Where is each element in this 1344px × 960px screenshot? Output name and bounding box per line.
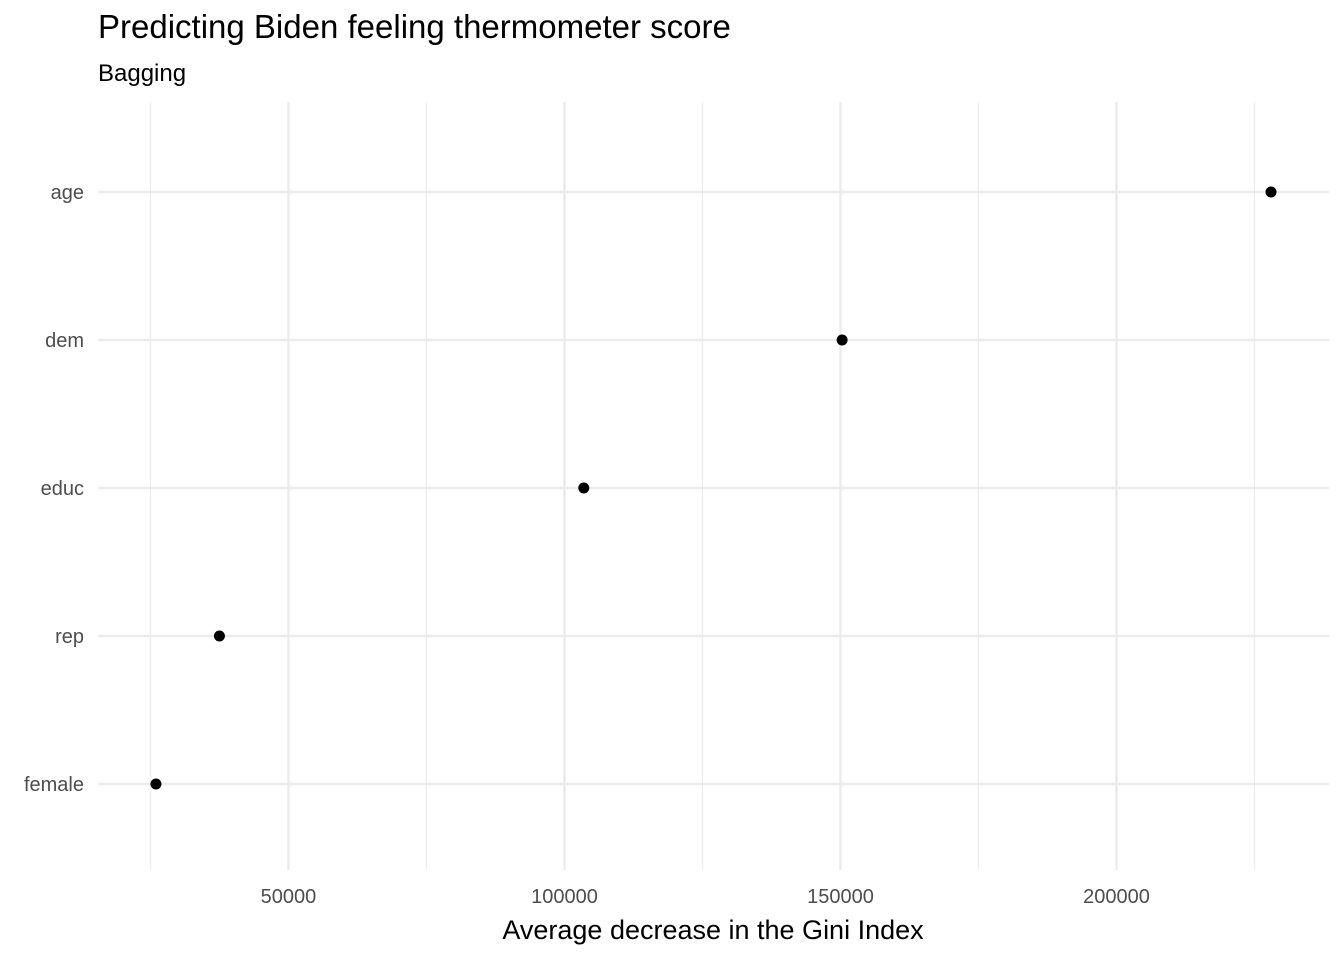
y-tick-label: educ (41, 478, 84, 500)
point-rep (213, 630, 225, 642)
y-tick-label: female (24, 774, 84, 796)
x-tick-label: 50000 (261, 886, 317, 908)
minor-gridlines (149, 102, 1256, 870)
category-gridlines (98, 190, 1329, 786)
point-age (1265, 186, 1277, 198)
point-female (150, 778, 162, 790)
x-tick-labels: 50000 100000 150000 200000 (261, 886, 1150, 908)
y-tick-label: dem (45, 330, 84, 352)
chart-title: Predicting Biden feeling thermometer sco… (98, 8, 731, 45)
x-tick-label: 100000 (531, 886, 598, 908)
point-dem (836, 334, 848, 346)
x-axis-title: Average decrease in the Gini Index (502, 915, 924, 945)
y-tick-labels: age dem educ rep female (24, 182, 84, 796)
major-gridlines (287, 102, 1118, 870)
x-tick-label: 150000 (807, 886, 874, 908)
chart-subtitle: Bagging (98, 60, 187, 87)
y-tick-label: rep (55, 626, 84, 648)
point-educ (578, 482, 590, 494)
x-tick-label: 200000 (1083, 886, 1150, 908)
data-points (150, 186, 1277, 790)
y-tick-label: age (51, 182, 84, 204)
